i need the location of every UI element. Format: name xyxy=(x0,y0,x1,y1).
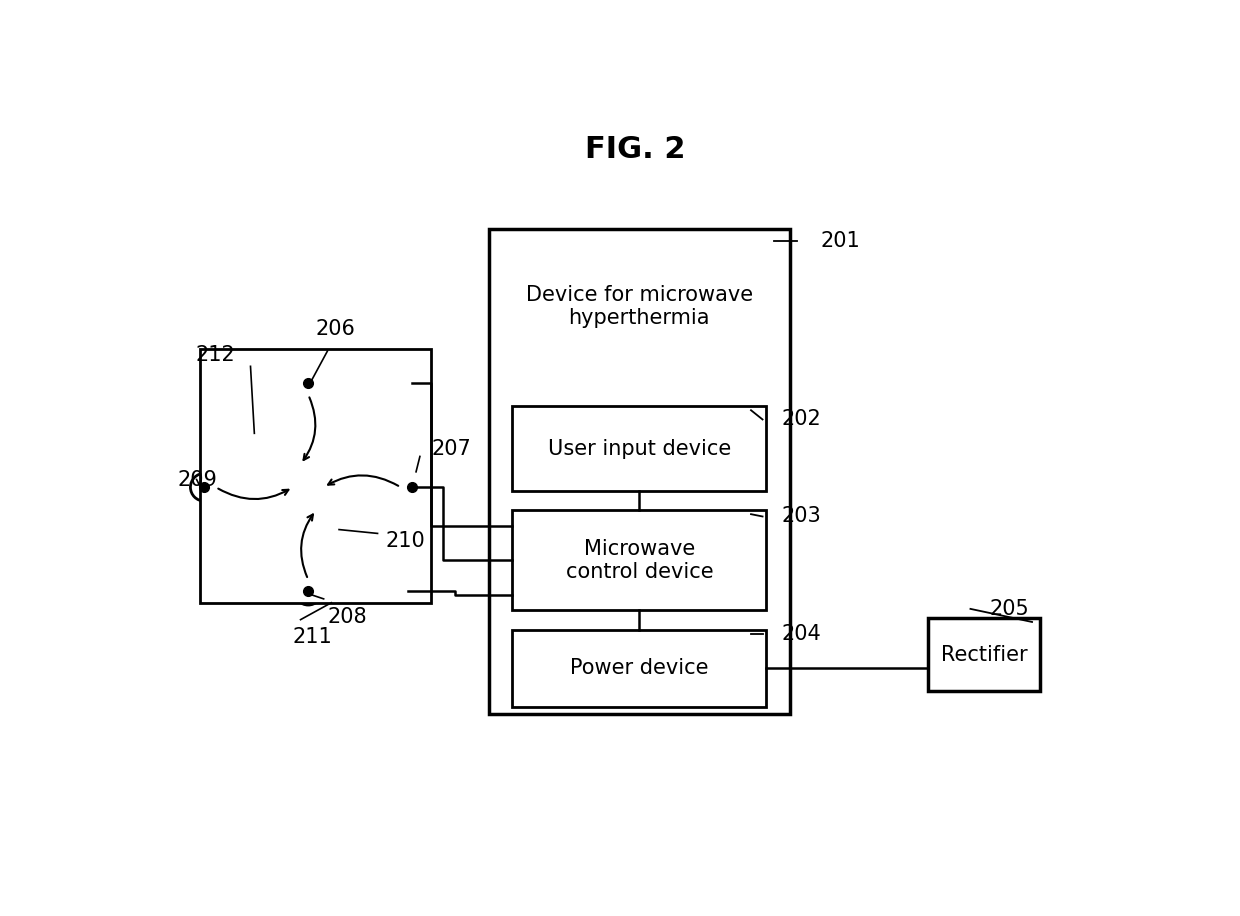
Bar xyxy=(512,510,766,610)
Bar xyxy=(928,618,1040,692)
Text: 204: 204 xyxy=(781,624,822,644)
Text: 206: 206 xyxy=(315,320,355,340)
Text: User input device: User input device xyxy=(548,439,730,459)
Text: 202: 202 xyxy=(781,409,822,430)
Text: Power device: Power device xyxy=(570,659,708,678)
Text: FIG. 2: FIG. 2 xyxy=(585,136,686,165)
Text: Rectifier: Rectifier xyxy=(941,645,1027,665)
Text: 205: 205 xyxy=(990,599,1029,619)
Text: 210: 210 xyxy=(386,531,425,551)
Bar xyxy=(512,629,766,706)
Bar xyxy=(201,349,432,603)
Text: 208: 208 xyxy=(327,606,367,627)
Bar xyxy=(490,229,790,714)
Text: 212: 212 xyxy=(196,344,236,365)
Text: 207: 207 xyxy=(432,439,471,459)
Text: Device for microwave
hyperthermia: Device for microwave hyperthermia xyxy=(526,285,753,328)
Text: 209: 209 xyxy=(177,470,217,489)
Text: Microwave
control device: Microwave control device xyxy=(565,539,713,582)
Text: 211: 211 xyxy=(293,627,332,648)
Text: 203: 203 xyxy=(781,507,822,527)
Text: 201: 201 xyxy=(821,231,861,251)
Bar xyxy=(512,407,766,491)
